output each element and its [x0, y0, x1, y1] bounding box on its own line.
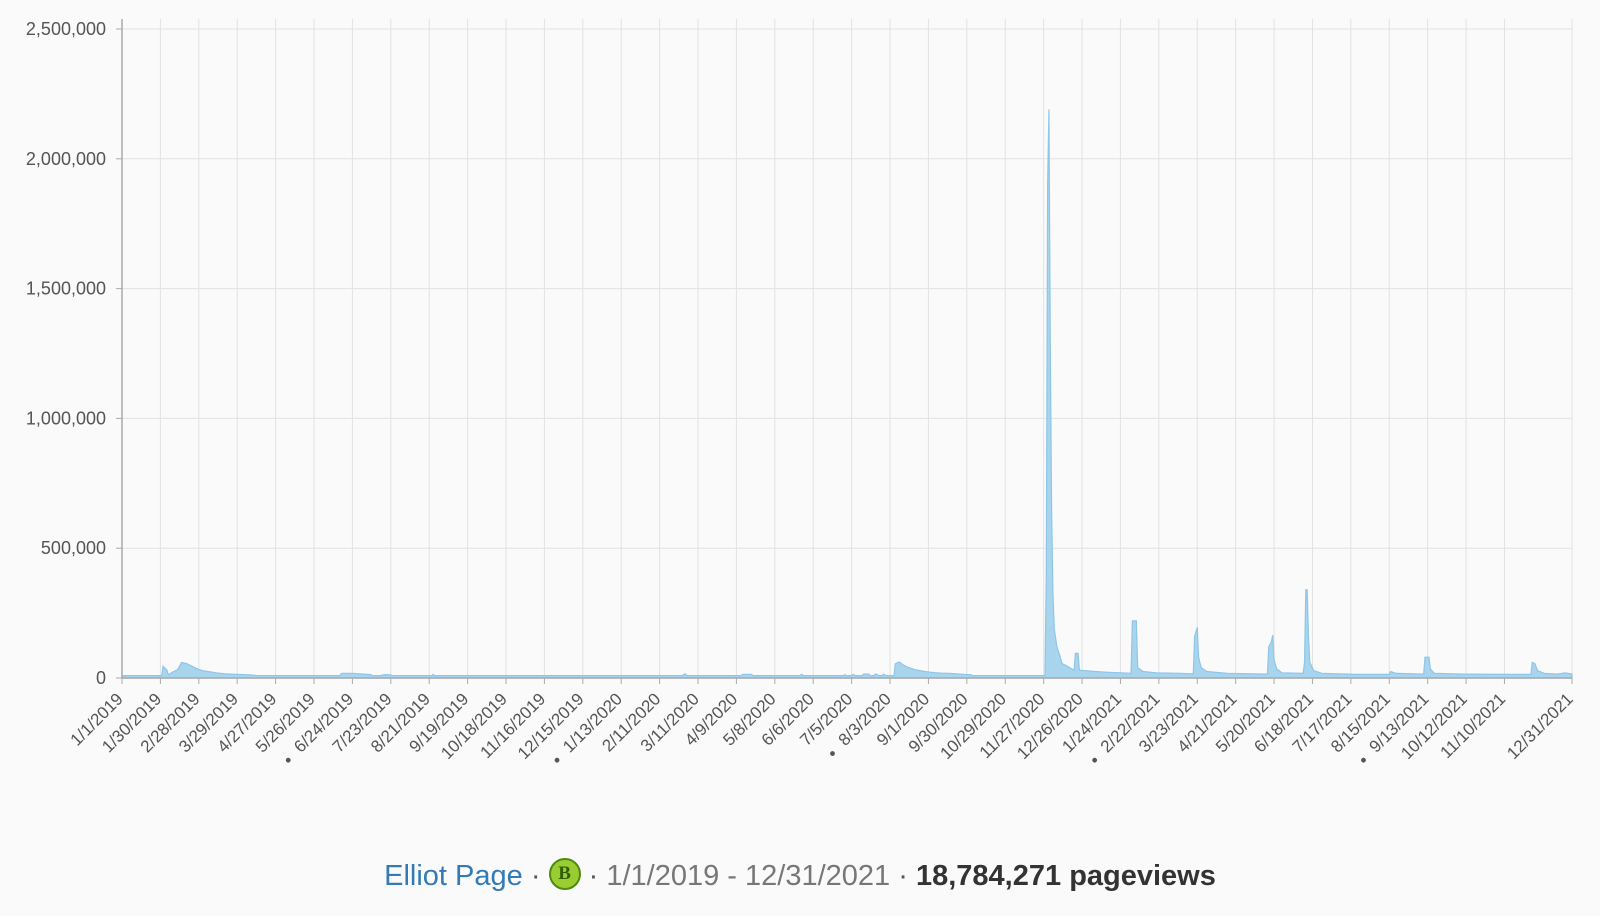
x-tick-label: 12/31/2021 — [1503, 689, 1577, 763]
x-tick-dot — [1361, 757, 1366, 763]
y-tick-label: 1,500,000 — [26, 279, 106, 299]
x-axis-ticks: 1/1/20191/30/20192/28/20193/29/20194/27/… — [67, 689, 1577, 763]
series-area — [121, 109, 1573, 679]
y-tick-label: 500,000 — [41, 538, 106, 558]
date-range: 1/1/2019 - 12/31/2021 — [606, 860, 891, 892]
y-tick-label: 2,500,000 — [26, 19, 106, 39]
chart-canvas: 0 500,000 1,000,000 1,500,000 2,000,000 2,500… — [26, 19, 1577, 763]
grid — [121, 19, 1573, 679]
separator: · — [588, 860, 599, 892]
total-pageviews: 18,784,271 — [915, 860, 1062, 892]
x-tick-dot — [554, 757, 560, 763]
y-tick-label: 0 — [96, 668, 106, 688]
chart-legend: Elliot Page · B · 1/1/2019 - 12/31/2021 … — [0, 856, 1600, 896]
page-title-link[interactable]: Elliot Page — [384, 860, 523, 892]
axes — [116, 19, 1573, 684]
article-class-badge-icon: B — [548, 858, 581, 891]
separator: · — [898, 860, 908, 892]
x-tick-dot — [1092, 757, 1098, 763]
y-tick-label: 1,000,000 — [26, 408, 106, 428]
y-tick-label: 2,000,000 — [26, 149, 106, 169]
series-area-path — [121, 109, 1573, 679]
x-tick-dot — [830, 751, 835, 756]
pageviews-unit: pageviews — [1069, 860, 1216, 892]
y-axis-ticks: 0 500,000 1,000,000 1,500,000 2,000,000 2,500… — [26, 19, 106, 688]
pageviews-chart: 0 500,000 1,000,000 1,500,000 2,000,000 2,500… — [26, 19, 1577, 763]
x-tick-dot — [285, 757, 291, 763]
separator: · — [530, 860, 541, 892]
